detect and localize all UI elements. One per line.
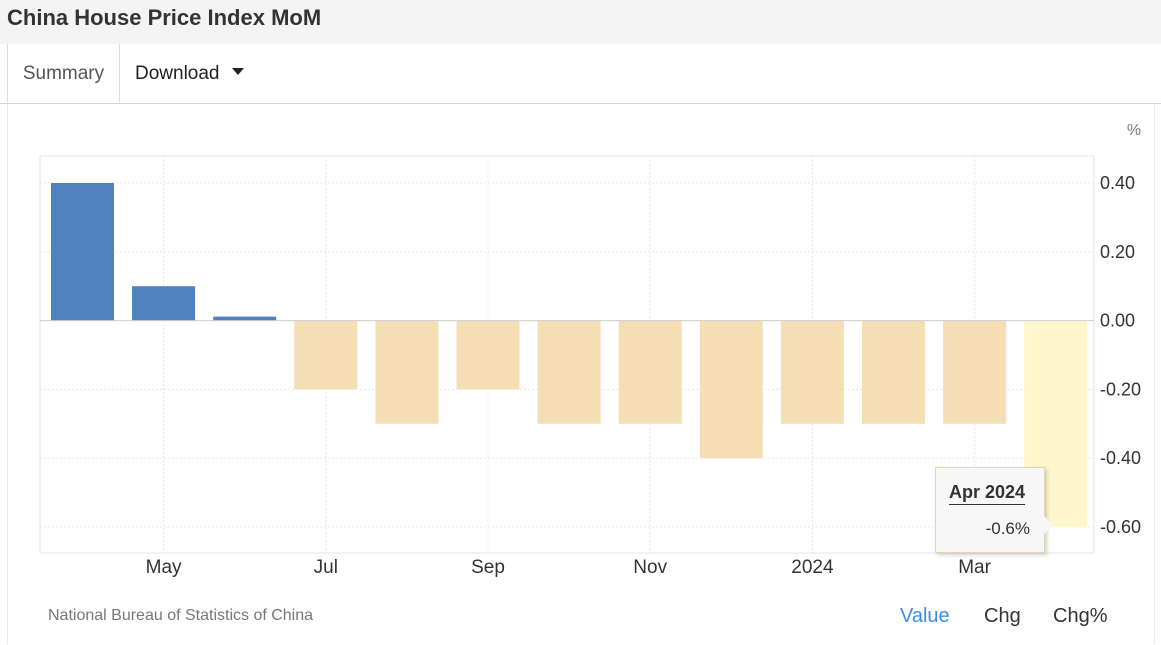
tab-summary[interactable]: Summary (7, 44, 120, 103)
tooltip-arrow (1044, 516, 1053, 534)
chart: 0.40 0.20 0.00 -0.20 -0.40 -0.60 May Jul Sep Nov 2… (39, 122, 1141, 578)
source-label: National Bureau of Statistics of China (48, 607, 314, 624)
y-tick-label: -0.60 (1100, 517, 1141, 537)
x-tick-label: Nov (633, 557, 667, 578)
chart-tooltip: Apr 2024 -0.6% (935, 467, 1053, 553)
bar-may-2023[interactable] (132, 286, 196, 321)
bar-jul-2023[interactable] (294, 320, 358, 390)
caret-down-icon (231, 68, 244, 76)
tooltip-value: -0.6% (985, 519, 1030, 538)
x-tick-label: May (146, 557, 182, 578)
mode-value-button[interactable]: Value (900, 605, 950, 627)
bar-aug-2023[interactable] (375, 320, 439, 424)
y-tick-label: -0.40 (1100, 448, 1141, 468)
tooltip-period: Apr 2024 (949, 482, 1026, 505)
x-tick-label: Mar (958, 557, 991, 578)
bar-jan-2024[interactable] (780, 320, 844, 424)
x-tick-label: 2024 (791, 557, 834, 578)
bar-dec-2023[interactable] (699, 320, 763, 459)
title-bar: China House Price Index MoM (0, 0, 1161, 45)
y-unit-label: % (1127, 122, 1141, 139)
mode-chg-button[interactable]: Chg (984, 605, 1021, 627)
y-tick-label: 0.20 (1100, 242, 1135, 262)
bar-sep-2023[interactable] (456, 320, 520, 390)
bar-jun-2023[interactable] (213, 316, 277, 321)
y-tick-label: -0.20 (1100, 379, 1141, 399)
bar-mar-2024[interactable] (943, 320, 1007, 424)
bar-oct-2023[interactable] (537, 320, 601, 424)
mode-chg-pct-button[interactable]: Chg% (1053, 605, 1108, 627)
download-dropdown[interactable]: Download (135, 44, 244, 103)
download-label: Download (135, 63, 220, 84)
y-tick-label: 0.40 (1100, 173, 1135, 193)
bar-apr-2023[interactable] (51, 183, 114, 321)
chart-panel (7, 104, 1155, 644)
tab-bar: Summary Download (0, 44, 1161, 104)
bar-feb-2024[interactable] (862, 320, 925, 424)
page-title: China House Price Index MoM (7, 5, 322, 30)
y-tick-label: 0.00 (1100, 311, 1135, 331)
x-tick-label: Jul (314, 557, 338, 578)
bar-nov-2023[interactable] (618, 320, 682, 424)
plot-frame (39, 155, 1095, 554)
x-tick-label: Sep (471, 557, 505, 578)
